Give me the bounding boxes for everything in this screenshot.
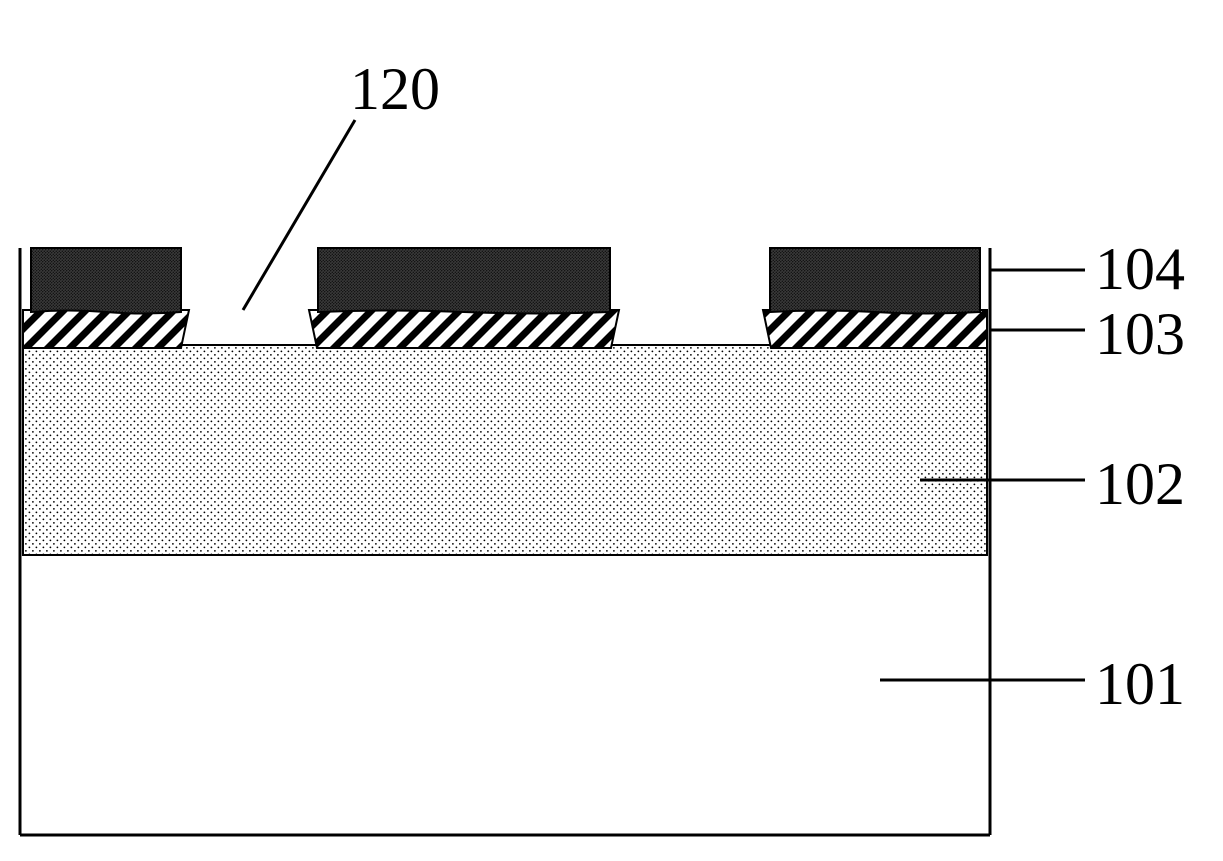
layer-103-segment [309, 310, 619, 348]
diagram-svg [0, 0, 1223, 861]
layer-104-segment [770, 248, 980, 314]
layer-104-segment [31, 248, 181, 314]
callout-104: 104 [1095, 235, 1185, 304]
callout-101: 101 [1095, 650, 1185, 719]
callout-102: 102 [1095, 450, 1185, 519]
layer-103-segment [23, 310, 189, 348]
leader-120 [243, 120, 355, 310]
layer-101 [23, 555, 987, 833]
callout-103: 103 [1095, 300, 1185, 369]
callout-120: 120 [350, 55, 440, 124]
layer-103-segment [763, 310, 987, 348]
diagram-stage: 120 104 103 102 101 [0, 0, 1223, 861]
layer-104-segment [318, 248, 610, 314]
layer-102 [23, 345, 987, 555]
